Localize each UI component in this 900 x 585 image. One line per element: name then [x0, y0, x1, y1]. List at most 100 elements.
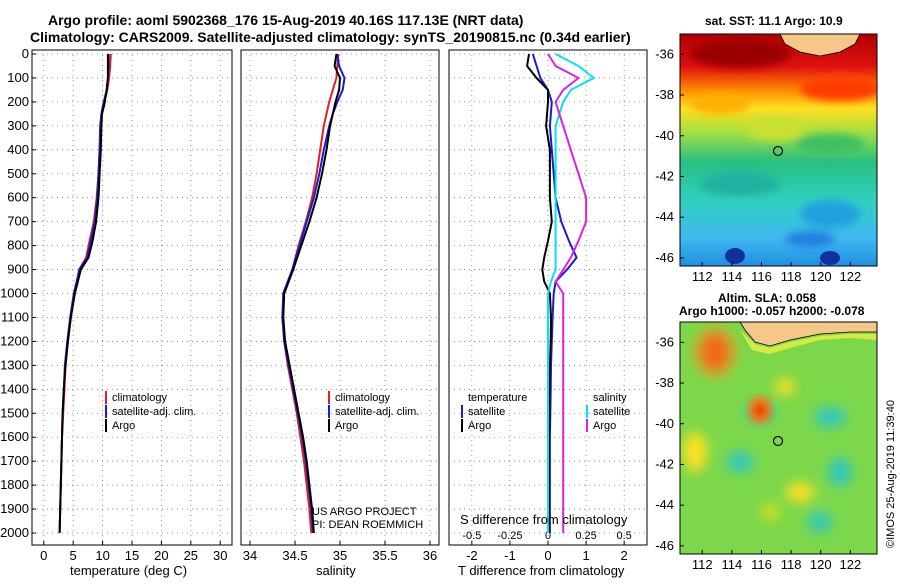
depth-tick-label: 700 — [7, 214, 29, 229]
sst-map-image — [680, 34, 877, 266]
depth-tick-label: 500 — [7, 166, 29, 181]
salinity-series — [281, 53, 346, 534]
sla-texture — [683, 326, 852, 532]
lat-tick-label: -42 — [655, 456, 674, 471]
project-annotation: US ARGO PROJECT — [312, 506, 417, 518]
depth-tick-label: 300 — [7, 118, 29, 133]
legend-climatology: climatology — [335, 392, 391, 404]
difference-grid — [449, 50, 647, 545]
lat-tick-label: -42 — [655, 168, 674, 183]
depth-tick-label: 1000 — [0, 286, 29, 301]
pi-annotation: PI: DEAN ROEMMICH — [312, 519, 423, 531]
depth-tick-label: 400 — [7, 142, 29, 157]
legend-satellite-adj: satellite-adj. clim. — [112, 406, 196, 418]
x-tick-label: 15 — [125, 548, 139, 563]
legend-argo: Argo — [112, 420, 135, 432]
legend-salinity-title: salinity — [593, 392, 627, 404]
legend-argo: Argo — [335, 420, 358, 432]
temperature-grid — [32, 50, 232, 545]
lon-tick-label: 118 — [781, 269, 802, 284]
depth-tick-label: 800 — [7, 238, 29, 253]
x-tick-label: 25 — [184, 548, 198, 563]
depth-tick-label: 1700 — [0, 453, 29, 468]
series-line-temperature-argo — [526, 53, 553, 533]
legend-climatology: climatology — [112, 392, 168, 404]
depth-tick-label: 1300 — [0, 357, 29, 372]
temperature-axis: 0 5 10 15 20 25 30 — [40, 541, 227, 563]
x-tick-label: 34 — [243, 548, 257, 563]
land-mass — [739, 322, 877, 347]
salinity-panel: 34 34.5 35 35.5 36 salinity climatology sate… — [240, 49, 440, 578]
depth-tick-label: 1400 — [0, 381, 29, 396]
lat-tick-label: -36 — [655, 46, 674, 61]
sst-texture — [690, 40, 877, 247]
land-mass — [779, 34, 861, 57]
sla-map-subtitle: Argo h1000: -0.057 h2000: -0.078 — [679, 304, 865, 318]
sla-map-image — [680, 322, 877, 554]
cold-spot — [820, 251, 840, 265]
x-tick-label: 1 — [582, 548, 589, 563]
profile-location-marker — [772, 435, 784, 447]
lat-tick-label: -38 — [655, 87, 674, 102]
salinity-axis: 34 34.5 35 35.5 36 — [243, 541, 437, 563]
legend-t-argo: Argo — [468, 420, 491, 432]
coastal-band — [740, 330, 877, 354]
difference-panel: -2 -1 0 1 2 -0.5 -0.25 0 0.25 0.5 T difference f… — [448, 49, 648, 578]
depth-tick-label: 0 — [22, 46, 29, 61]
lon-tick-label: 118 — [781, 557, 802, 572]
depth-tick-label: 1600 — [0, 429, 29, 444]
depth-tick-label: 1800 — [0, 477, 29, 492]
depth-tick-label: 600 — [7, 190, 29, 205]
profile-location-marker — [772, 145, 784, 157]
x-tick-label: -2 — [466, 548, 478, 563]
s-tick-label: 0 — [545, 530, 551, 542]
x-tick-label: 0 — [544, 548, 551, 563]
s-tick-label: -0.5 — [462, 530, 481, 542]
t-difference-axis: -2 -1 0 1 2 — [466, 541, 628, 563]
depth-tick-label: 1200 — [0, 333, 29, 348]
s-difference-xlabel: S difference from climatology — [460, 512, 628, 527]
temperature-plot-frame — [31, 49, 233, 546]
lat-tick-label: -46 — [655, 538, 674, 553]
depth-tick-label: 1500 — [0, 405, 29, 420]
sst-map: sat. SST: 11.1 Argo: 10.9 112 114 116 118 12… — [655, 14, 878, 284]
lat-tick-label: -46 — [655, 250, 674, 265]
lon-tick-label: 112 — [692, 557, 713, 572]
lon-tick-label: 120 — [810, 557, 832, 572]
legend-temperature-title: temperature — [468, 392, 527, 404]
title-line-1: Argo profile: aoml 5902368_176 15-Aug-20… — [48, 12, 523, 28]
sla-map-frame — [679, 321, 878, 555]
x-tick-label: -1 — [504, 548, 516, 563]
lon-tick-label: 122 — [839, 557, 861, 572]
x-tick-label: 30 — [213, 548, 227, 563]
sla-warm-eddy — [748, 396, 772, 424]
salinity-xlabel: salinity — [316, 563, 356, 578]
depth-tick-label: 1100 — [1, 309, 29, 324]
lat-tick-label: -40 — [655, 128, 674, 143]
depth-tick-label: 100 — [7, 70, 29, 85]
lon-tick-label: 122 — [839, 269, 861, 284]
lon-tick-label: 112 — [692, 269, 713, 284]
cold-spot — [725, 248, 745, 264]
x-tick-label: 36 — [423, 548, 437, 563]
legend-s-argo: Argo — [593, 420, 616, 432]
salinity-grid — [241, 50, 439, 545]
temperature-legend: climatology satellite-adj. clim. Argo — [105, 391, 196, 432]
x-tick-label: 35.5 — [372, 548, 397, 563]
imos-stamp: ©IMOS 25-Aug-2019 11:39:40 — [885, 400, 897, 548]
lat-tick-label: -44 — [655, 209, 674, 224]
lat-tick-label: -36 — [655, 334, 674, 349]
temperature-xlabel: temperature (deg C) — [70, 563, 187, 578]
s-difference-axis: -0.5 -0.25 0 0.25 0.5 — [462, 530, 631, 542]
lat-tick-label: -38 — [655, 375, 674, 390]
lon-tick-label: 116 — [751, 269, 772, 284]
series-line-salinity-argo — [547, 53, 588, 533]
lon-tick-label: 120 — [810, 269, 832, 284]
legend-satellite-adj: satellite-adj. clim. — [335, 406, 419, 418]
sla-map-title: Altim. SLA: 0.058 — [718, 291, 816, 305]
sla-map-axes: 112 114 116 118 120 122 -36 -38 -40 -42 -44 -46 — [655, 334, 861, 572]
lon-tick-label: 116 — [751, 557, 772, 572]
series-line-argo — [58, 54, 109, 534]
